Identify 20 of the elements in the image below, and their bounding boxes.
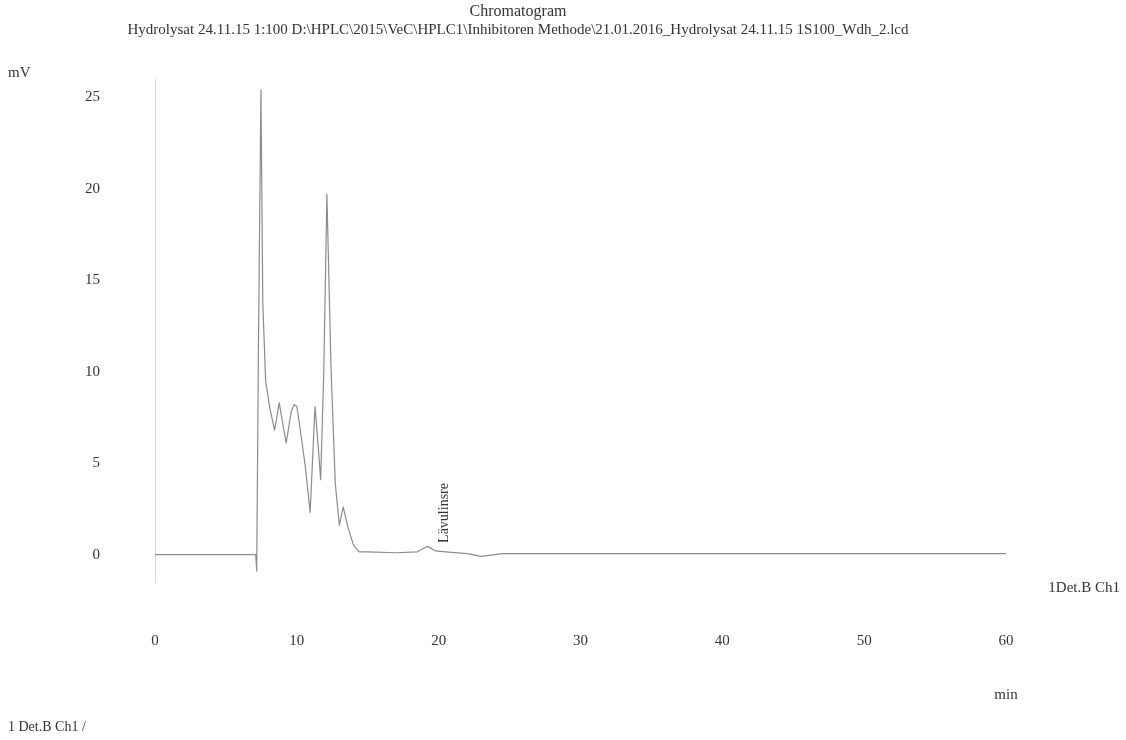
annotation: Lävulinsre bbox=[435, 483, 451, 543]
y-tick-label: 0 bbox=[92, 545, 100, 562]
x-tick-label: 10 bbox=[289, 631, 305, 648]
text: 1 Det.B Ch1 / bbox=[8, 718, 86, 734]
text: 1Det.B Ch1 bbox=[1048, 578, 1120, 595]
x-tick-label: 20 bbox=[431, 631, 447, 648]
x-tick-label: 60 bbox=[998, 631, 1014, 648]
chart-subtitle: Hydrolysat 24.11.15 1:100 D:\HPLC\2015\VeC\HPLC1\Inhibitoren Methode\21.01.2016_Hydrolysat 24.11.15 1S100_Wdh_2.lcd bbox=[127, 21, 909, 38]
chart-title: Chromatogram bbox=[469, 1, 567, 20]
y-tick-label: 10 bbox=[85, 362, 100, 379]
x-tick-label: 30 bbox=[573, 631, 588, 648]
y-axis-title: mV bbox=[8, 64, 31, 80]
y-tick-label: 25 bbox=[85, 88, 100, 105]
y-tick-label: 15 bbox=[85, 271, 100, 288]
x-axis-title: min bbox=[994, 686, 1019, 703]
x-tick-label: 50 bbox=[856, 631, 872, 648]
x-tick-label: 0 bbox=[151, 631, 159, 648]
x-tick-label: 40 bbox=[714, 631, 730, 648]
y-tick-label: 20 bbox=[85, 179, 100, 196]
y-tick-label: 5 bbox=[92, 454, 100, 471]
